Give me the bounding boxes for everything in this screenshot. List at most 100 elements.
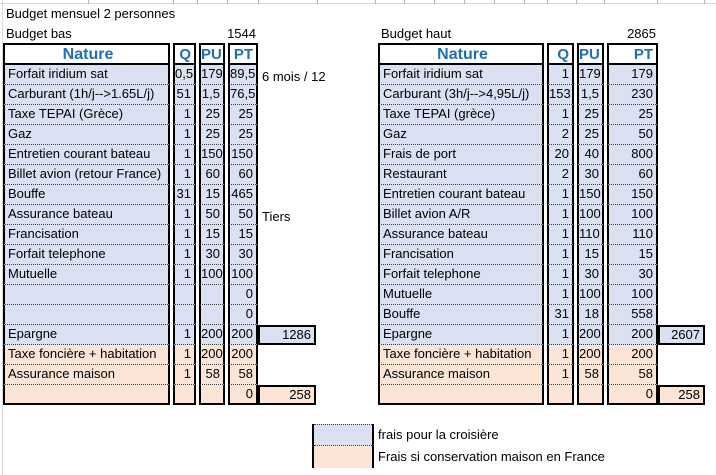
maison-total-haut-box[interactable]: 258 [658,385,705,405]
cell-pu[interactable]: 25 [577,125,604,145]
cell-nature[interactable]: Mutuelle [378,285,544,305]
cell-pu[interactable]: 50 [199,205,225,225]
cell-q[interactable]: 1 [173,345,196,365]
cell-nature[interactable]: Assurance bateau [378,225,544,245]
cell-pt[interactable]: 50 [607,125,658,145]
cell-nature[interactable]: Francisation [3,225,170,245]
cell-pt[interactable]: 60 [607,165,658,185]
cell-pu[interactable]: 30 [577,265,604,285]
cell-pt[interactable]: 179 [607,65,658,85]
cell-pu[interactable]: 1,5 [199,85,225,105]
epargne-cumul-bas-box[interactable]: 1286 [258,325,316,345]
cell-q[interactable]: 1 [547,325,574,345]
cell-pt[interactable]: 200 [228,325,258,345]
cell-nature[interactable]: Mutuelle [3,265,170,285]
cell-q[interactable] [547,385,574,405]
column-header-pu[interactable]: PU [199,43,225,65]
cell-pt[interactable]: 200 [228,345,258,365]
cell-pt[interactable]: 58 [607,365,658,385]
cell-pu[interactable]: 179 [199,65,225,85]
cell-pt[interactable]: 25 [607,105,658,125]
cell-q[interactable]: 1 [173,125,196,145]
legend-label-maison[interactable]: Frais si conservation maison en France [378,449,605,464]
cell-pt[interactable]: 230 [607,85,658,105]
cell-pu[interactable] [199,285,225,305]
cell-pt[interactable]: 0 [228,385,258,405]
cell-q[interactable]: 1 [173,165,196,185]
cell-q[interactable]: 1 [547,205,574,225]
annotation-assurance-note[interactable]: Tiers [262,209,291,224]
cell-pu[interactable]: 200 [577,325,604,345]
cell-nature[interactable]: Assurance maison [378,365,544,385]
cell-nature[interactable]: Assurance maison [3,365,170,385]
cell-pu[interactable]: 100 [199,265,225,285]
cell-nature[interactable]: Gaz [378,125,544,145]
cell-nature[interactable] [3,385,170,405]
column-header-nature[interactable]: Nature [3,43,170,65]
cell-nature[interactable]: Taxe TEPAI (Grèce) [3,105,170,125]
cell-q[interactable] [173,385,196,405]
maison-total-bas-box[interactable]: 258 [258,385,316,405]
cell-q[interactable]: 1 [547,265,574,285]
cell-pu[interactable]: 58 [577,365,604,385]
cell-nature[interactable]: Billet avion (retour France) [3,165,170,185]
cell-pt[interactable]: 89,5 [228,65,258,85]
cell-nature[interactable]: Carburant (1h/j-->1.65L/j) [3,85,170,105]
cell-pu[interactable]: 58 [199,365,225,385]
cell-nature[interactable] [3,285,170,305]
cell-nature[interactable]: Epargne [378,325,544,345]
cell-nature[interactable]: Bouffe [378,305,544,325]
budget-bas-title[interactable]: Budget bas [6,26,72,41]
cell-nature[interactable]: Restaurant [378,165,544,185]
column-header-q[interactable]: Q [547,43,574,65]
cell-q[interactable] [173,285,196,305]
cell-pu[interactable] [199,305,225,325]
cell-pu[interactable]: 15 [199,185,225,205]
cell-pu[interactable]: 200 [199,345,225,365]
cell-pt[interactable]: 100 [607,205,658,225]
cell-q[interactable]: 153 [547,85,574,105]
cell-q[interactable]: 1 [547,185,574,205]
cell-pu[interactable]: 179 [577,65,604,85]
column-header-pt[interactable]: PT [228,43,258,65]
column-header-nature[interactable]: Nature [378,43,544,65]
cell-pu[interactable]: 150 [577,185,604,205]
cell-nature[interactable]: Entretien courant bateau [378,185,544,205]
cell-q[interactable]: 31 [547,305,574,325]
cell-q[interactable]: 1 [173,265,196,285]
cell-pt[interactable]: 60 [228,165,258,185]
cell-q[interactable]: 1 [173,245,196,265]
cell-pu[interactable]: 150 [199,145,225,165]
epargne-cumul-haut-box[interactable]: 2607 [658,325,705,345]
column-header-q[interactable]: Q [173,43,196,65]
cell-pu[interactable] [199,385,225,405]
cell-q[interactable]: 1 [173,325,196,345]
cell-pu[interactable]: 25 [199,105,225,125]
cell-nature[interactable] [378,385,544,405]
cell-pu[interactable]: 100 [577,285,604,305]
cell-nature[interactable]: Gaz [3,125,170,145]
cell-pt[interactable]: 25 [228,105,258,125]
cell-pu[interactable]: 25 [577,105,604,125]
cell-pt[interactable]: 150 [607,185,658,205]
cell-pu[interactable]: 30 [577,165,604,185]
cell-q[interactable]: 1 [173,225,196,245]
legend-label-croisiere[interactable]: frais pour la croisière [378,427,499,442]
cell-nature[interactable]: Entretien courant bateau [3,145,170,165]
cell-nature[interactable]: Epargne [3,325,170,345]
cell-pt[interactable]: 25 [228,125,258,145]
cell-q[interactable]: 1 [173,105,196,125]
cell-pu[interactable]: 40 [577,145,604,165]
cell-pu[interactable]: 110 [577,225,604,245]
cell-pu[interactable]: 18 [577,305,604,325]
cell-nature[interactable]: Frais de port [378,145,544,165]
cell-pu[interactable]: 30 [199,245,225,265]
cell-q[interactable]: 2 [547,125,574,145]
cell-pu[interactable]: 200 [577,345,604,365]
cell-pu[interactable]: 60 [199,165,225,185]
cell-pu[interactable]: 100 [577,205,604,225]
cell-q[interactable]: 1 [547,65,574,85]
cell-nature[interactable]: Forfait iridium sat [3,65,170,85]
cell-nature[interactable]: Taxe foncière + habitation [378,345,544,365]
cell-nature[interactable]: Francisation [378,245,544,265]
